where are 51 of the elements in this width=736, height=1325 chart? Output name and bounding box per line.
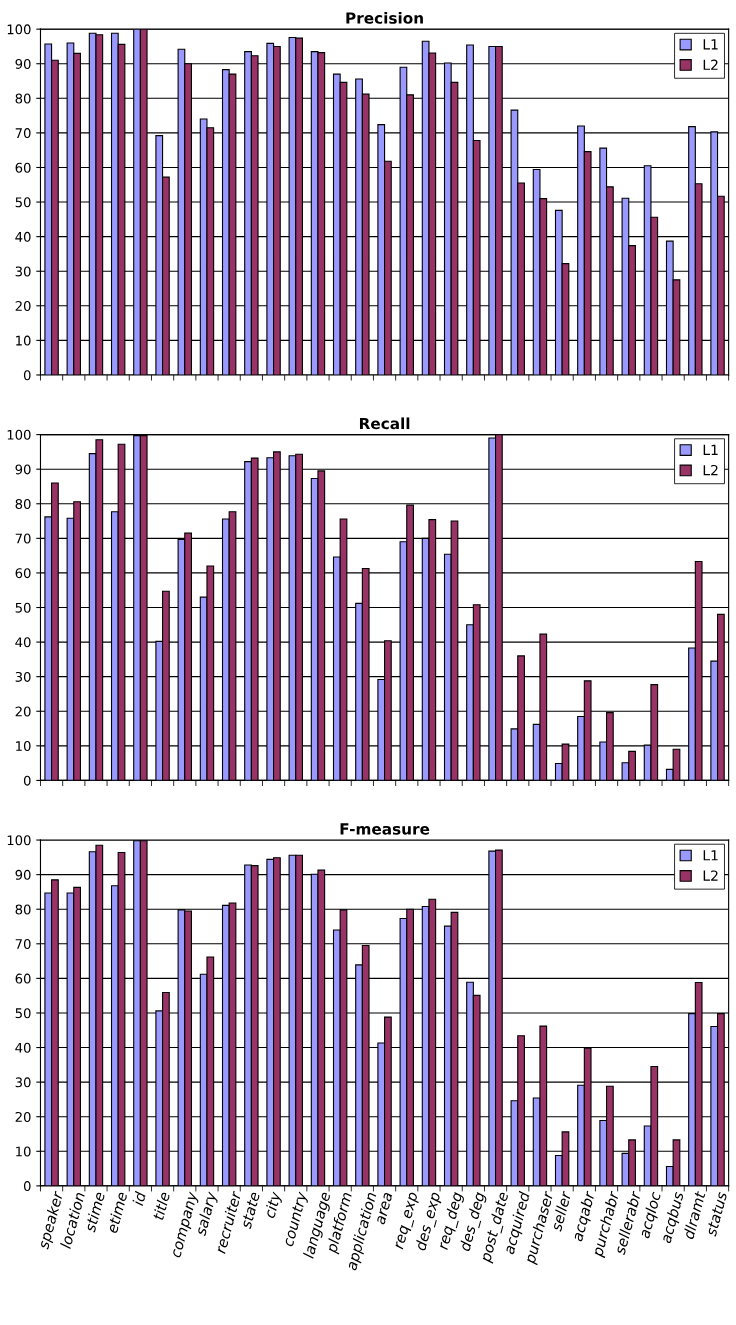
y-tick-label: 70: [15, 128, 31, 139]
y-tick-label: 20: [15, 706, 31, 717]
x-tick-label: city: [263, 1190, 284, 1220]
y-tick-label: 0: [23, 775, 31, 786]
y-tick-label: 0: [23, 370, 31, 381]
x-tick-label: title: [152, 1191, 171, 1221]
y-tick-label: 30: [15, 1077, 31, 1088]
y-tick-label: 20: [15, 301, 31, 312]
y-tick-label: 20: [15, 1111, 31, 1122]
y-tick-label: 80: [15, 904, 31, 915]
y-tick-label: 50: [15, 1008, 31, 1019]
legend-label: L2: [703, 59, 718, 70]
y-tick-label: 0: [23, 1181, 31, 1192]
y-tick-label: 100: [7, 429, 31, 440]
legend-label: L2: [703, 870, 718, 881]
y-tick-label: 30: [15, 671, 31, 682]
y-tick-label: 10: [16, 1146, 31, 1157]
y-tick-label: 80: [15, 498, 31, 509]
y-tick-label: 80: [15, 93, 31, 104]
y-tick-label: 70: [15, 533, 31, 544]
y-tick-label: 50: [15, 602, 31, 613]
y-tick-label: 100: [7, 835, 31, 846]
y-tick-label: 60: [15, 973, 31, 984]
legend-label: L1: [703, 444, 718, 455]
y-tick-label: 60: [15, 568, 31, 579]
y-tick-label: 50: [15, 197, 31, 208]
y-tick-label: 100: [7, 24, 31, 35]
y-tick-label: 90: [15, 58, 31, 69]
legend-label: L1: [703, 850, 718, 861]
chart-title: Recall: [359, 417, 410, 430]
y-tick-label: 10: [16, 741, 31, 752]
y-tick-label: 70: [15, 939, 31, 949]
x-tick-label: area: [376, 1192, 393, 1225]
y-tick-label: 90: [15, 869, 31, 880]
y-tick-label: 10: [16, 335, 31, 346]
x-tick-label: dlramt: [682, 1190, 706, 1240]
y-tick-label: 30: [15, 266, 31, 277]
chart-title: F-measure: [340, 823, 430, 835]
y-tick-label: 40: [15, 231, 31, 242]
x-tick-label: id: [131, 1190, 147, 1207]
x-tick-label: etime: [106, 1191, 128, 1234]
y-tick-label: 40: [15, 1042, 31, 1053]
x-tick-label: state: [240, 1191, 261, 1230]
y-tick-label: 40: [15, 637, 31, 648]
x-tick-label: acqabr: [571, 1190, 598, 1243]
legend-label: L2: [703, 464, 718, 476]
x-tick-label: status: [705, 1191, 728, 1237]
y-tick-label: 90: [15, 464, 31, 475]
chart-title: Precision: [346, 11, 423, 24]
y-tick-label: 60: [15, 162, 31, 173]
legend-label: L1: [703, 39, 718, 50]
